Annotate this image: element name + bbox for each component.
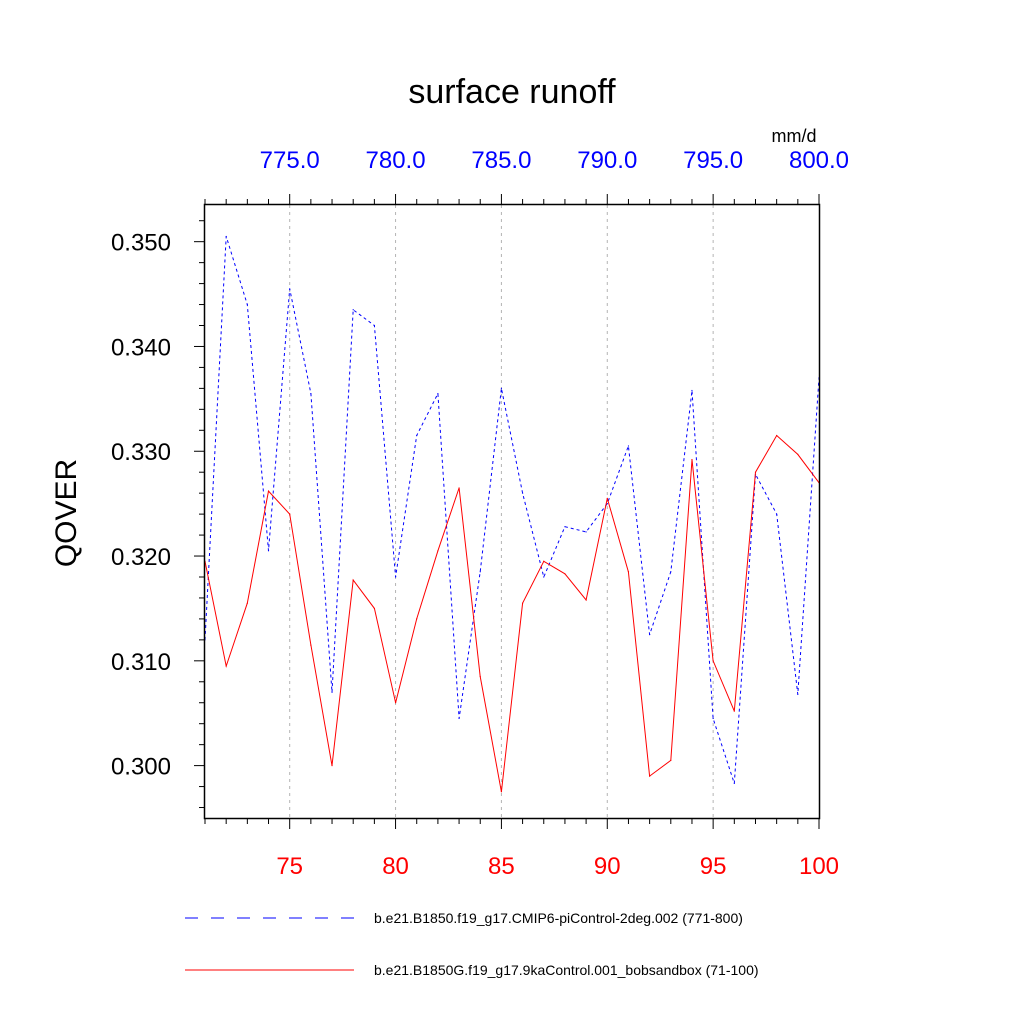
x-bottom-tick-label-90: 90	[594, 853, 621, 880]
series-1-point-96	[733, 710, 735, 712]
series-0-point-790	[606, 503, 608, 505]
axis-ticks	[194, 194, 820, 829]
series-1-point-77	[331, 765, 333, 767]
chart-title: surface runoff	[408, 73, 616, 111]
y-tick-label-0.35: 0.350	[111, 230, 171, 257]
series-0-point-781	[416, 434, 418, 437]
series-0-point-776	[310, 393, 312, 395]
series-0-point-783	[458, 717, 460, 720]
series-0-point-784	[479, 571, 481, 573]
series-0-point-773	[246, 303, 248, 306]
series-0-point-777	[331, 691, 333, 693]
series-0-point-779	[373, 324, 375, 327]
series-1-point-76	[310, 644, 312, 646]
series-0-point-791	[627, 445, 630, 447]
axis-tick-labels: 75 80 85 90 95 100 775.0 780.0 785.0 790.0 795.0 80…	[111, 147, 849, 880]
series-1-point-75	[289, 513, 291, 515]
series-1-point-97	[754, 471, 757, 473]
x-top-tick-label-790: 790.0	[577, 147, 637, 174]
plot-lines	[204, 235, 820, 793]
series-1-point-89	[585, 599, 587, 601]
series-0-point-774	[267, 550, 270, 552]
x-top-tick-label-800: 800.0	[789, 147, 849, 174]
series-1-point-88	[564, 573, 566, 575]
series-0-point-798	[776, 513, 778, 515]
x-bottom-tick-label-95: 95	[700, 853, 727, 880]
series-0-point-780	[394, 576, 397, 578]
series-line-1	[204, 434, 820, 792]
series-1-point-99	[797, 453, 799, 455]
series-1-point-74	[267, 490, 270, 492]
units-label: mm/d	[772, 126, 817, 146]
series-1-point-82	[437, 550, 439, 552]
y-tick-label-0.33: 0.330	[111, 439, 171, 466]
series-0-point-782	[437, 393, 439, 395]
legend: b.e21.B1850.f19_g17.CMIP6-piControl-2deg…	[185, 910, 759, 978]
series-line-0	[204, 236, 820, 784]
series-0-point-792	[649, 634, 651, 636]
x-top-tick-label-780: 780.0	[366, 147, 426, 174]
gridlines	[289, 205, 714, 818]
series-1-point-91	[627, 571, 630, 573]
series-1-point-83	[458, 487, 460, 489]
series-0-point-793	[670, 571, 672, 573]
y-tick-label-0.3: 0.300	[111, 754, 171, 781]
series-1-point-94	[691, 459, 693, 461]
series-0-point-789	[585, 531, 587, 533]
series-0-point-788	[564, 526, 566, 528]
series-0-point-772	[225, 235, 227, 238]
series-0-point-799	[797, 693, 799, 695]
series-1-point-73	[246, 602, 248, 604]
series-0-point-794	[691, 389, 693, 392]
series-1-point-95	[712, 660, 714, 662]
series-1-point-80	[394, 702, 397, 704]
series-0-point-785	[500, 387, 503, 389]
legend-label-cmip6: b.e21.B1850.f19_g17.CMIP6-piControl-2deg…	[374, 910, 743, 926]
series-1-point-86	[521, 602, 524, 604]
series-1-point-81	[416, 618, 418, 620]
x-top-tick-label-795: 795.0	[683, 147, 743, 174]
series-0-point-786	[521, 492, 524, 494]
series-1-point-90	[606, 497, 608, 500]
x-top-tick-label-785: 785.0	[471, 147, 531, 174]
series-0-point-796	[733, 782, 735, 785]
series-1-point-98	[776, 434, 778, 437]
series-1-point-92	[649, 775, 651, 777]
series-0-point-775	[289, 288, 291, 290]
y-tick-label-0.32: 0.320	[111, 544, 171, 571]
x-bottom-tick-label-75: 75	[276, 853, 303, 880]
x-bottom-tick-label-85: 85	[488, 853, 515, 880]
series-1-point-93	[670, 759, 672, 761]
series-0-point-795	[712, 717, 714, 720]
series-1-point-72	[225, 665, 227, 667]
x-bottom-tick-label-80: 80	[382, 853, 409, 880]
x-top-tick-label-775: 775.0	[260, 147, 320, 174]
series-1-point-84	[479, 675, 481, 678]
series-1-point-79	[373, 607, 375, 610]
series-0-point-778	[352, 309, 354, 311]
legend-label-9ka: b.e21.B1850G.f19_g17.9kaControl.001_bobs…	[374, 962, 759, 978]
y-tick-label-0.34: 0.340	[111, 334, 171, 361]
y-axis-label: QOVER	[50, 459, 83, 567]
series-1-point-87	[543, 560, 545, 562]
x-bottom-tick-label-100: 100	[799, 853, 839, 880]
series-1-point-85	[500, 791, 503, 793]
y-tick-label-0.31: 0.310	[111, 649, 171, 676]
series-1-point-78	[352, 579, 354, 581]
series-0-point-787	[543, 576, 545, 578]
plot-frame	[203, 203, 821, 820]
